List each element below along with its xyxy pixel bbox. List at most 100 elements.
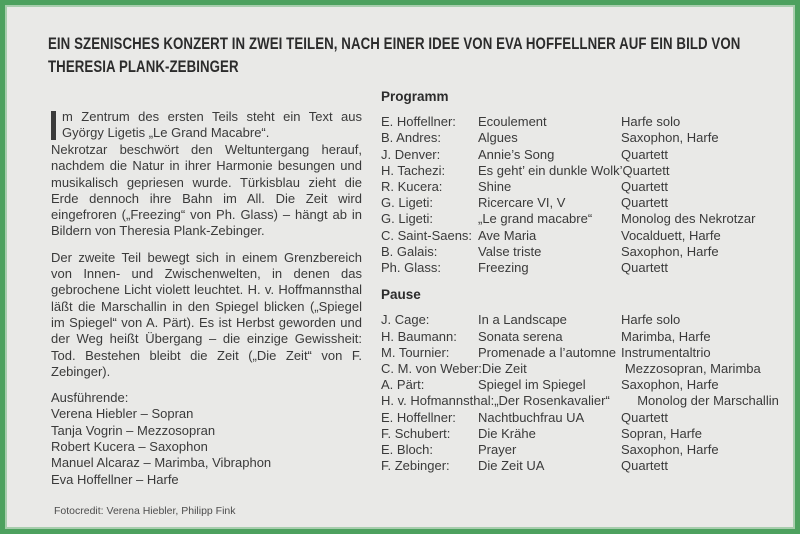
intro-paragraph-1-lead: m Zentrum des ersten Teils steht ein Tex… [62, 109, 362, 141]
composer-cell: J. Denver: [381, 146, 441, 162]
pause-row: F. Zebinger: Die Zeit UA Quartett [381, 458, 781, 474]
piece-cell: Ricercare VI, V [478, 195, 566, 211]
piece-cell: Freezing [478, 260, 529, 276]
photo-credit: Fotocredit: Verena Hiebler, Philipp Fink [54, 505, 236, 517]
composer-cell: H. Baumann: [381, 328, 457, 344]
ensemble-cell: Monolog des Nekrotzar [621, 211, 756, 227]
pause-row: M. Tournier: Promenade a l’automne Instr… [381, 345, 781, 361]
composer-cell: E. Hoffellner: [381, 409, 456, 425]
piece-cell: Prayer [478, 442, 517, 458]
pause-row: H. Baumann: Sonata serena Marimba, Harfe [381, 329, 781, 345]
pause-row: J. Cage: In a Landscape Harfe solo [381, 312, 781, 328]
performer-line: Manuel Alcaraz – Marimba, Vibraphon [51, 455, 272, 471]
piece-cell: Die Zeit [481, 361, 527, 377]
performer-line: Eva Hoffellner – Harfe [51, 471, 179, 487]
page-title: EIN SZENISCHES KONZERT IN ZWEI TEILEN, N… [48, 33, 740, 78]
program-row: G. Ligeti: Ricercare VI, V Quartett [381, 195, 781, 211]
program-row: C. Saint-Saens: Ave Maria Vocalduett, Ha… [381, 228, 781, 244]
composer-cell: E. Bloch: [381, 442, 434, 458]
composer-cell: F. Schubert: [381, 425, 451, 441]
pause-row: C. M. von Weber: Die Zeit Mezzosopran, M… [381, 361, 781, 377]
ensemble-cell: Quartett [621, 409, 668, 425]
piece-cell: Die Krähe [478, 425, 536, 441]
performer-line: Tanja Vogrin – Mezzosopran [51, 422, 216, 438]
ensemble-cell: Quartett [622, 162, 670, 178]
composer-cell: J. Cage: [381, 312, 430, 328]
piece-cell: „Der Rosenkavalier“ [494, 393, 610, 409]
program-row: B. Galais: Valse triste Saxophon, Harfe [381, 244, 781, 260]
piece-cell: Shine [478, 179, 512, 195]
ensemble-cell: Sopran, Harfe [621, 425, 702, 441]
composer-cell: C. Saint-Saens: [381, 227, 473, 243]
composer-cell: R. Kucera: [381, 179, 443, 195]
ensemble-cell: Quartett [621, 179, 668, 195]
composer-cell: G. Ligeti: [381, 195, 434, 211]
ensemble-cell: Vocalduett, Harfe [621, 227, 721, 243]
performer-line: Verena Hiebler – Sopran [51, 406, 194, 422]
performers-list: Ausführende: Verena Hiebler – Sopran Tan… [51, 390, 362, 488]
ensemble-cell: Quartett [621, 260, 668, 276]
piece-cell: Annie’s Song [478, 146, 555, 162]
ensemble-cell: Harfe solo [621, 312, 681, 328]
ensemble-cell: Marimba, Harfe [621, 328, 711, 344]
piece-cell: In a Landscape [478, 312, 567, 328]
piece-cell: Valse triste [478, 243, 542, 259]
piece-cell: Ave Maria [478, 227, 537, 243]
performer-line: Robert Kucera – Saxophon [51, 439, 208, 455]
piece-cell: Es geht’ ein dunkle Wolk’ [478, 162, 623, 178]
composer-cell: H. Tachezi: [381, 162, 446, 178]
ensemble-cell: Monolog der Marschallin [637, 393, 779, 409]
program-row: Ph. Glass: Freezing Quartett [381, 260, 781, 276]
program-row: J. Denver: Annie’s Song Quartett [381, 147, 781, 163]
performers-heading: Ausführende: [51, 390, 129, 406]
ensemble-cell: Harfe solo [621, 114, 681, 130]
piece-cell: Ecoulement [478, 114, 547, 130]
ensemble-cell: Saxophon, Harfe [621, 442, 719, 458]
composer-cell: G. Ligeti: [381, 211, 434, 227]
program-row: G. Ligeti: „Le grand macabre“ Monolog de… [381, 211, 781, 227]
composer-cell: E. Hoffellner: [381, 114, 456, 130]
program-row: B. Andres: Algues Saxophon, Harfe [381, 130, 781, 146]
pause-row: A. Pärt: Spiegel im Spiegel Saxophon, Ha… [381, 377, 781, 393]
composer-cell: F. Zebinger: [381, 458, 450, 474]
program-list: E. Hoffellner: Ecoulement Harfe solo B. … [381, 114, 781, 276]
pause-row: H. v. Hofmannsthal: „Der Rosenkavalier“ … [381, 393, 781, 409]
composer-cell: Ph. Glass: [381, 260, 441, 276]
pause-heading: Pause [381, 287, 421, 303]
ensemble-cell: Instrumentaltrio [621, 344, 711, 360]
program-row: R. Kucera: Shine Quartett [381, 179, 781, 195]
ensemble-cell: Saxophon, Harfe [621, 377, 719, 393]
ensemble-cell: Saxophon, Harfe [621, 130, 719, 146]
composer-cell: H. v. Hofmannsthal: [381, 393, 495, 409]
page-title-line1: EIN SZENISCHES KONZERT IN ZWEI TEILEN, N… [48, 34, 741, 53]
pause-row: E. Bloch: Prayer Saxophon, Harfe [381, 442, 781, 458]
piece-cell: Spiegel im Spiegel [478, 377, 586, 393]
piece-cell: Die Zeit UA [478, 458, 545, 474]
ensemble-cell: Quartett [621, 195, 668, 211]
composer-cell: B. Andres: [381, 130, 441, 146]
composer-cell: M. Tournier: [381, 344, 450, 360]
piece-cell: „Le grand macabre“ [478, 211, 593, 227]
piece-cell: Algues [478, 130, 518, 146]
piece-cell: Nachtbuchfrau UA [478, 409, 585, 425]
program-heading: Programm [381, 89, 449, 104]
composer-cell: B. Galais: [381, 243, 438, 259]
program-row: E. Hoffellner: Ecoulement Harfe solo [381, 114, 781, 130]
ensemble-cell: Quartett [621, 458, 668, 474]
program-row: H. Tachezi: Es geht’ ein dunkle Wolk’ Qu… [381, 163, 781, 179]
ensemble-cell: Quartett [621, 146, 668, 162]
intro-paragraph-1: I m Zentrum des ersten Teils steht ein T… [51, 109, 362, 240]
composer-cell: C. M. von Weber: [381, 361, 482, 377]
program-column: Programm E. Hoffellner: Ecoulement Harfe… [381, 89, 781, 474]
ensemble-cell: Saxophon, Harfe [621, 243, 719, 259]
pause-row: E. Hoffellner: Nachtbuchfrau UA Quartett [381, 410, 781, 426]
intro-paragraph-1-rest: Nekrotzar beschwört den Weltuntergang he… [51, 142, 362, 239]
intro-paragraph-2: Der zweite Teil bewegt sich in einem Gre… [51, 249, 362, 379]
piece-cell: Sonata serena [478, 328, 563, 344]
piece-cell: Promenade a l’automne [478, 344, 617, 360]
pause-list: J. Cage: In a Landscape Harfe solo H. Ba… [381, 312, 781, 474]
composer-cell: A. Pärt: [381, 377, 425, 393]
intro-column: I m Zentrum des ersten Teils steht ein T… [51, 109, 362, 488]
page-title-line2: THERESIA PLANK-ZEBINGER [48, 56, 239, 76]
